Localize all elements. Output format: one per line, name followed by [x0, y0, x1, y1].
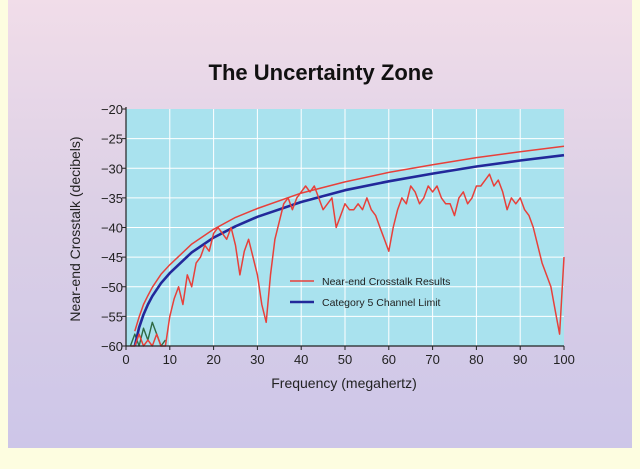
x-tick-label-5: 50 — [338, 352, 352, 367]
x-tick-label-10: 100 — [553, 352, 575, 367]
chart-title: The Uncertainty Zone — [209, 60, 434, 85]
x-tick-label-8: 80 — [469, 352, 483, 367]
x-tick-label-6: 60 — [382, 352, 396, 367]
chart-panel: The Uncertainty Zone 0 10 20 30 40 50 60 70 80 90… — [8, 0, 632, 448]
legend-label-0: Near-end Crosstalk Results — [322, 276, 450, 288]
x-tick-label-4: 40 — [294, 352, 308, 367]
gridlines — [126, 109, 564, 346]
x-tick-label-2: 20 — [206, 352, 220, 367]
x-tick-label-3: 30 — [250, 352, 264, 367]
series-line-2 — [134, 145, 565, 332]
axes — [122, 107, 565, 350]
legend: Near-end Crosstalk Results Category 5 Cha… — [290, 276, 450, 309]
y-tick-label-6: −50 — [101, 280, 123, 295]
series-layer — [129, 145, 565, 347]
x-tick-label-7: 70 — [425, 352, 439, 367]
y-tick-label-8: −60 — [101, 339, 123, 354]
y-tick-label-0: −20 — [101, 102, 123, 117]
x-tick-label-0: 0 — [122, 352, 129, 367]
y-tick-label-2: −30 — [101, 161, 123, 176]
y-axis-label: Near-end Crosstalk (decibels) — [67, 136, 83, 321]
y-tick-label-7: −55 — [101, 309, 123, 324]
tick-labels: 0 10 20 30 40 50 60 70 80 90 100 −20 −25 −30 −35 −40 −45… — [101, 102, 575, 367]
series-line-1 — [133, 153, 565, 347]
y-tick-label-4: −40 — [101, 221, 123, 236]
y-tick-label-5: −45 — [101, 250, 123, 265]
x-tick-label-9: 90 — [513, 352, 527, 367]
chart-svg: The Uncertainty Zone 0 10 20 30 40 50 60 70 80 90… — [67, 60, 575, 391]
x-tick-label-1: 10 — [163, 352, 177, 367]
y-tick-label-1: −25 — [101, 132, 123, 147]
legend-label-1: Category 5 Channel Limit — [322, 297, 441, 309]
x-axis-label: Frequency (megahertz) — [271, 375, 417, 391]
series-line-0 — [130, 173, 565, 347]
y-tick-label-3: −35 — [101, 191, 123, 206]
